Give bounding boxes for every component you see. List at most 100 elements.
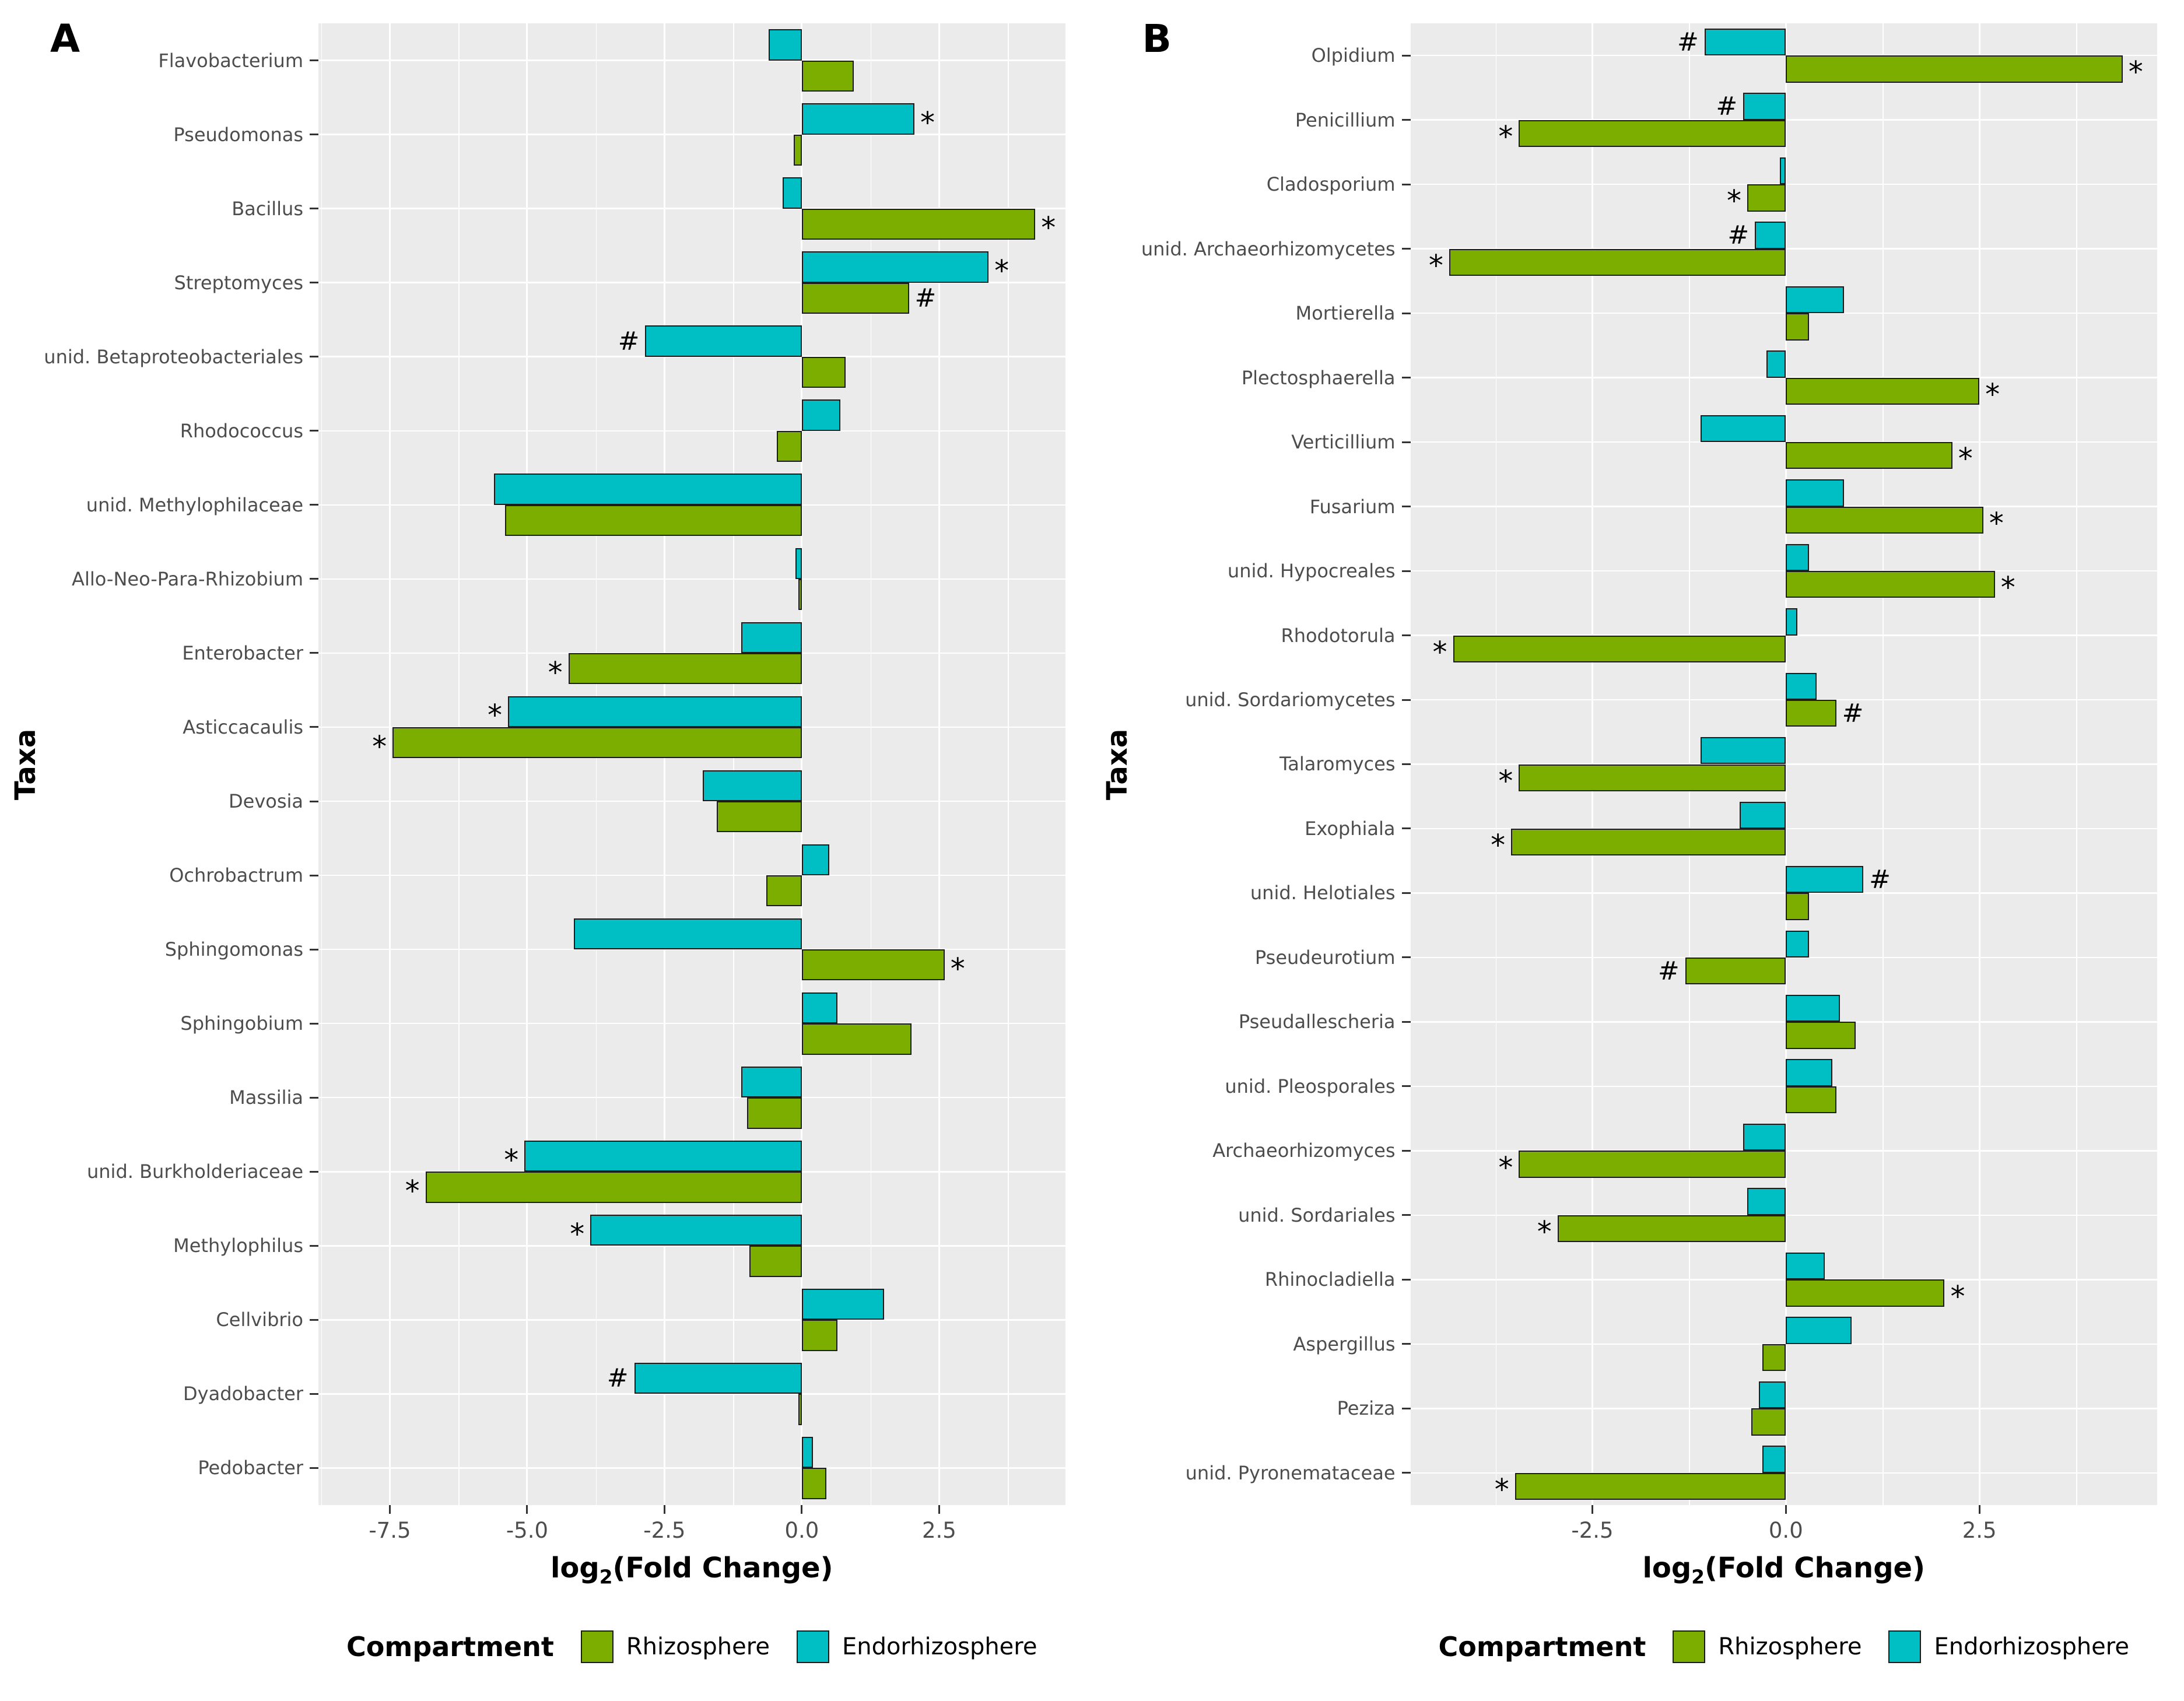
gridline-horizontal xyxy=(1410,54,2157,57)
y-tick-mark xyxy=(1401,1020,1411,1023)
legend-item-endorhizosphere: Endorhizosphere xyxy=(1888,1630,2129,1663)
bar-endorhizosphere xyxy=(1701,415,1786,443)
legend-item-rhizosphere: Rhizosphere xyxy=(580,1630,770,1663)
bar-rhizosphere xyxy=(801,208,1036,240)
bar-endorhizosphere xyxy=(1747,1188,1786,1215)
taxon-label: Asticcacaulis xyxy=(183,716,303,738)
bar-endorhizosphere xyxy=(741,1066,802,1098)
x-axis-spacer xyxy=(7,1505,318,1547)
bar-rhizosphere xyxy=(1685,957,1786,985)
gridline-major xyxy=(388,23,391,1505)
taxon-label: Sphingobium xyxy=(180,1012,303,1035)
legend: Compartment Rhizosphere Endorhizosphere xyxy=(318,1603,1065,1691)
bar-endorhizosphere xyxy=(801,103,914,135)
gridline-major xyxy=(526,23,528,1505)
y-axis-title-wrap: Taxa xyxy=(1099,23,1137,1505)
taxon-label: Archaeorhizomyces xyxy=(1212,1139,1396,1162)
taxon-label: unid. Sordariomycetes xyxy=(1185,689,1396,711)
y-tick-mark xyxy=(1401,441,1411,443)
bar-rhizosphere xyxy=(1762,1344,1786,1372)
x-tick-mark xyxy=(388,1505,391,1514)
significance-marker: # xyxy=(618,326,640,356)
bar-rhizosphere xyxy=(1515,1472,1786,1500)
bar-endorhizosphere xyxy=(1739,801,1786,829)
taxon-label: Rhinocladiella xyxy=(1264,1268,1396,1291)
significance-marker: * xyxy=(994,254,1009,288)
rhizosphere-swatch xyxy=(580,1630,614,1663)
bar-rhizosphere xyxy=(568,653,802,685)
bar-endorhizosphere xyxy=(590,1214,802,1246)
taxon-label: Enterobacter xyxy=(182,641,303,664)
gridline-horizontal xyxy=(318,1096,1065,1099)
taxon-label: Flavobacterium xyxy=(158,49,303,72)
taxon-label: Devosia xyxy=(228,790,303,813)
gridline-horizontal xyxy=(1410,506,2157,507)
bar-endorhizosphere xyxy=(1786,479,1844,507)
y-tick-mark xyxy=(310,1318,318,1321)
legend-label-rhizosphere: Rhizosphere xyxy=(1718,1633,1862,1660)
significance-marker: * xyxy=(1989,506,2004,541)
taxon-label: Fusarium xyxy=(1309,495,1396,518)
x-axis-title-row: log2(Fold Change) xyxy=(7,1547,1065,1603)
plot-area: * * * # # * * * * * * * # xyxy=(318,23,1065,1505)
bar-rhizosphere xyxy=(505,504,802,536)
taxon-label: Penicillium xyxy=(1295,108,1396,131)
y-tick-mark xyxy=(310,282,318,284)
y-tick-mark xyxy=(1401,248,1411,250)
y-tick-mark xyxy=(1401,119,1411,121)
bar-endorhizosphere xyxy=(1704,28,1786,56)
x-tick-label: 0.0 xyxy=(1768,1518,1803,1543)
bar-rhizosphere xyxy=(1519,764,1786,791)
bar-endorhizosphere xyxy=(1786,930,1810,958)
bar-rhizosphere xyxy=(1519,1151,1786,1178)
gridline-horizontal xyxy=(318,59,1065,61)
significance-marker: # xyxy=(1727,220,1750,250)
bar-rhizosphere xyxy=(1786,1086,1836,1114)
y-tick-mark xyxy=(310,800,318,802)
x-axis-title: log2(Fold Change) xyxy=(318,1547,1065,1603)
significance-marker: * xyxy=(1432,635,1447,669)
gridline-horizontal xyxy=(1410,377,2157,378)
taxon-label: Pedobacter xyxy=(198,1457,303,1479)
bar-rhizosphere xyxy=(1786,313,1810,341)
bar-endorhizosphere xyxy=(1786,1252,1825,1280)
x-axis-title-sub: 2 xyxy=(599,1566,613,1588)
gridline-horizontal xyxy=(318,1467,1065,1469)
significance-marker: * xyxy=(1428,248,1443,283)
bar-rhizosphere xyxy=(801,282,909,314)
x-axis-spacer xyxy=(1099,1505,1411,1547)
panel-a: A Taxa Flavobacterium Pseudomonas Bacillus… xyxy=(7,16,1065,1691)
taxon-label: Mortierella xyxy=(1295,302,1396,325)
taxon-label: unid. Betaproteobacteriales xyxy=(44,345,303,368)
significance-marker: * xyxy=(1498,120,1513,154)
bar-endorhizosphere xyxy=(573,918,802,950)
bar-endorhizosphere xyxy=(795,548,802,579)
taxon-label: unid. Pleosporales xyxy=(1225,1075,1396,1097)
taxon-label: Plectosphaerella xyxy=(1241,366,1396,389)
bar-rhizosphere xyxy=(392,727,802,759)
y-tick-mark xyxy=(310,134,318,136)
gridline-horizontal xyxy=(318,1245,1065,1247)
gridline-horizontal xyxy=(1410,1085,2157,1088)
bar-endorhizosphere xyxy=(801,844,829,876)
taxon-label: Talaromyces xyxy=(1279,753,1396,776)
bar-endorhizosphere xyxy=(1786,1059,1832,1086)
bar-endorhizosphere xyxy=(1786,608,1798,636)
taxon-label: Rhodococcus xyxy=(180,419,303,442)
significance-marker: * xyxy=(1950,1279,1965,1314)
significance-marker: * xyxy=(372,729,387,764)
taxon-label: unid. Sordariales xyxy=(1238,1204,1396,1226)
y-tick-mark xyxy=(1401,1085,1411,1088)
significance-marker: * xyxy=(487,698,502,732)
panel-a-letter: A xyxy=(50,16,80,61)
gridline-horizontal xyxy=(318,1319,1065,1321)
panel-b: B Taxa Olpidium Penicillium Cladosporium un… xyxy=(1092,0,2184,1701)
significance-marker: # xyxy=(1869,864,1891,895)
gridline-horizontal xyxy=(1410,892,2157,894)
gridline-minor xyxy=(733,23,734,1505)
gridline-horizontal xyxy=(1410,699,2157,701)
significance-marker: * xyxy=(1726,184,1741,218)
gridline-horizontal xyxy=(318,208,1065,209)
significance-marker: * xyxy=(2128,55,2143,90)
x-axis: -7.5 -5.0 -2.5 0.0 2.5 xyxy=(318,1505,1065,1547)
